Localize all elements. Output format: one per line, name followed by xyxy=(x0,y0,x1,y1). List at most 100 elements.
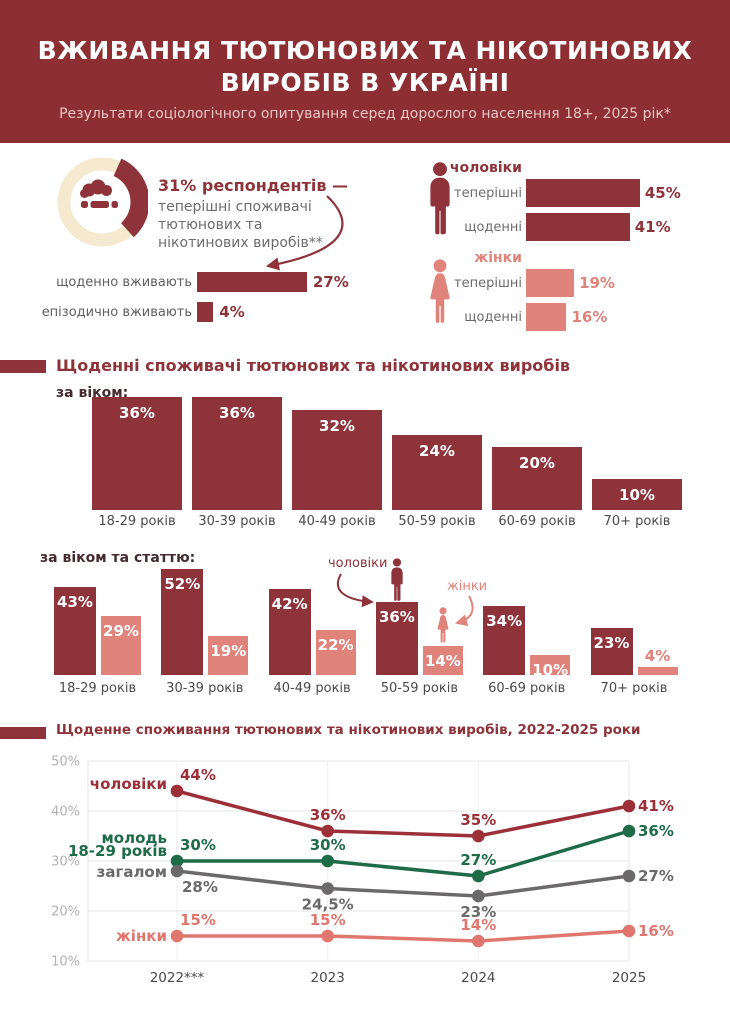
age-sex-bar: 14% xyxy=(422,646,463,675)
data-point xyxy=(622,799,636,813)
data-point xyxy=(170,929,184,943)
women-bar-rows: теперішні 19% щоденні 16% xyxy=(400,269,615,331)
age-sex-bar-value: 43% xyxy=(57,593,93,611)
data-point xyxy=(321,824,334,838)
age-bar-category: 40-49 років xyxy=(298,514,376,529)
gender-bar xyxy=(526,179,640,207)
gender-bar-label: щоденні xyxy=(464,219,522,235)
age-sex-group: 36% 14% xyxy=(375,602,463,675)
data-point xyxy=(170,854,184,868)
overview-bar-value: 4% xyxy=(219,303,245,321)
overview-bar-row: епізодично вживають 4% xyxy=(40,302,349,322)
data-point xyxy=(472,869,485,883)
age-sex-bar-value: 23% xyxy=(593,634,630,652)
data-point-value: 16% xyxy=(638,922,674,940)
men-annotation: чоловіки xyxy=(328,556,388,571)
age-sex-bar: 29% xyxy=(101,616,141,675)
woman-icon xyxy=(437,607,449,643)
age-bar-value: 20% xyxy=(519,454,555,472)
age-sex-category: 60-69 років xyxy=(488,681,566,696)
overview-bar-row: щоденно вживають 27% xyxy=(40,272,349,292)
age-bar-value: 24% xyxy=(419,442,455,460)
age-sex-bar-value: 10% xyxy=(532,661,569,679)
age-sex-category: 50-59 років xyxy=(380,681,459,696)
gender-bar-label: щоденні xyxy=(464,309,522,325)
data-point xyxy=(321,854,334,868)
age-bar-category: 30-39 років xyxy=(198,514,276,529)
data-point-value: 27% xyxy=(460,851,496,869)
age-sex-group: 52% 19% xyxy=(161,569,249,675)
age-sex-category: 40-49 років xyxy=(273,681,351,696)
data-point xyxy=(472,829,485,843)
men-bar-rows: теперішні 45% щоденні 41% xyxy=(400,179,681,241)
data-point-value: 28% xyxy=(182,878,218,896)
age-sex-bar-value: 34% xyxy=(486,612,523,630)
age-bar: 20% xyxy=(492,447,582,510)
y-axis-tick: 30% xyxy=(51,855,80,870)
data-point-value: 30% xyxy=(310,836,346,854)
data-point-value: 36% xyxy=(310,806,346,824)
age-sex-bar-value: 52% xyxy=(164,575,201,593)
data-point-value: 27% xyxy=(638,867,674,885)
headline-description: теперішні споживачі тютюнових та нікотин… xyxy=(158,198,338,252)
age-sex-bar-value: 19% xyxy=(210,642,247,660)
age-sex-bar: 19% xyxy=(208,636,249,675)
y-axis-tick: 50% xyxy=(51,755,80,770)
gender-bar-row: теперішні 45% xyxy=(400,179,681,207)
age-sex-group: 42% 22% xyxy=(268,589,356,675)
age-bar: 36% xyxy=(192,397,282,510)
gender-bar-row: теперішні 19% xyxy=(400,269,615,297)
section-accent-bar xyxy=(0,360,46,373)
age-sex-bar: 10% xyxy=(530,655,571,679)
description-line: тютюнових та xyxy=(158,217,263,233)
description-line: нікотинових виробів** xyxy=(158,235,323,251)
age-bar: 32% xyxy=(292,410,382,510)
series-name: 18-29 років xyxy=(68,842,167,860)
page-title-line1: ВЖИВАННЯ ТЮТЮНОВИХ ТА НІКОТИНОВИХ xyxy=(37,36,693,65)
age-bar-chart: 36% 36% 32% 24% 20% 10% xyxy=(92,395,682,510)
age-sex-bar: 4% xyxy=(637,647,678,675)
y-axis-tick: 40% xyxy=(51,805,80,820)
trend-line-3 xyxy=(175,929,631,943)
data-point xyxy=(472,934,485,948)
man-icon xyxy=(430,162,450,235)
cigarette-smoke-icon xyxy=(80,179,118,208)
overview-bar-label: щоденно вживають xyxy=(56,274,192,290)
x-axis-tick: 2025 xyxy=(612,970,646,986)
men-stats-block: чоловіки теперішні 45% щоденні 41% xyxy=(400,160,681,247)
age-sex-bar: 52% xyxy=(161,569,204,675)
data-point-value: 36% xyxy=(638,822,674,840)
woman-icon xyxy=(430,259,450,323)
x-axis-tick: 2024 xyxy=(461,970,495,986)
age-sex-bar-value: 29% xyxy=(103,622,139,640)
age-sex-category: 30-39 років xyxy=(166,681,244,696)
gender-bar-label: теперішні xyxy=(454,185,522,201)
gender-bar-row: щоденні 16% xyxy=(400,303,615,331)
age-bar-chart-labels: 18-29 років 30-39 років 40-49 років 50-59 р… xyxy=(92,514,682,529)
gender-bar xyxy=(526,269,575,297)
y-axis-tick: 10% xyxy=(51,955,80,970)
data-point xyxy=(472,889,485,903)
data-point xyxy=(622,924,636,938)
x-axis-tick: 2023 xyxy=(310,970,344,986)
data-point-value: 24,5% xyxy=(302,896,354,914)
header: ВЖИВАННЯ ТЮТЮНОВИХ ТА НІКОТИНОВИХ ВИРОБІ… xyxy=(0,0,730,143)
age-sex-category: 70+ років xyxy=(600,681,668,696)
age-sex-bar: 23% xyxy=(590,628,633,675)
gender-bar-value: 19% xyxy=(579,274,615,292)
age-bar-category: 50-59 років xyxy=(398,514,476,529)
gender-bar-label: теперішні xyxy=(454,275,522,291)
age-sex-bar: 22% xyxy=(315,630,356,675)
age-bar: 10% xyxy=(592,479,682,510)
series-name: загалом xyxy=(97,863,167,881)
data-point xyxy=(321,882,334,895)
overview-bar-value: 27% xyxy=(312,273,349,291)
age-sex-bar: 34% xyxy=(483,606,526,675)
data-point-value: 15% xyxy=(180,911,216,929)
age-bar: 36% xyxy=(92,397,182,510)
age-sex-category: 18-29 років xyxy=(58,681,137,696)
data-point-value: 15% xyxy=(310,911,346,929)
x-axis-tick: 2022*** xyxy=(150,970,205,986)
donut-segment-31pct xyxy=(113,158,148,238)
data-point xyxy=(170,784,184,798)
